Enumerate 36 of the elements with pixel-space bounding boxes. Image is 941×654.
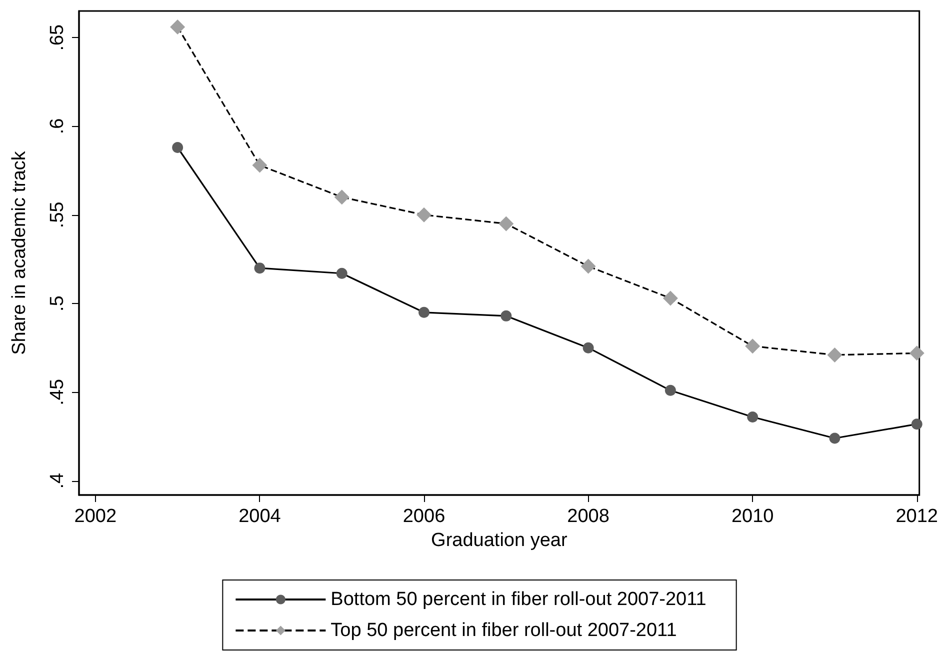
point xyxy=(911,418,922,430)
y-axis-title: Share in academic track xyxy=(9,150,30,355)
y-tick-label: .6 xyxy=(47,118,68,134)
x-tick-label: 2002 xyxy=(74,506,117,527)
point xyxy=(827,347,842,362)
y-tick-label: .55 xyxy=(47,202,68,228)
y-tick-label: .5 xyxy=(47,296,68,312)
point xyxy=(418,306,430,318)
point xyxy=(580,258,596,274)
point xyxy=(664,384,676,396)
legend-label: Bottom 50 percent in fiber roll-out 2007-2011 xyxy=(330,589,706,610)
point xyxy=(416,207,432,222)
point xyxy=(662,290,678,306)
point xyxy=(170,19,186,34)
y-tick-label: .65 xyxy=(47,24,68,51)
x-tick-label: 2004 xyxy=(238,506,282,527)
x-tick-label: 2008 xyxy=(567,506,610,527)
point xyxy=(500,310,512,322)
x-axis-title: Graduation year xyxy=(431,530,568,551)
point xyxy=(582,342,594,354)
point xyxy=(829,432,840,444)
y-tick-label: .4 xyxy=(47,472,68,489)
point xyxy=(336,268,348,279)
x-tick-label: 2010 xyxy=(731,506,774,527)
point xyxy=(909,346,924,361)
point xyxy=(747,411,758,422)
y-tick-label: .45 xyxy=(47,378,68,406)
x-tick-label: 2012 xyxy=(896,506,938,527)
x-tick-label: 2006 xyxy=(402,506,446,527)
point xyxy=(745,338,760,354)
point xyxy=(252,158,268,173)
point xyxy=(498,216,514,232)
legend-label: Top 50 percent in fiber roll-out 2007-2011 xyxy=(330,620,677,641)
point xyxy=(334,190,350,205)
point xyxy=(254,262,266,274)
point xyxy=(172,142,184,154)
